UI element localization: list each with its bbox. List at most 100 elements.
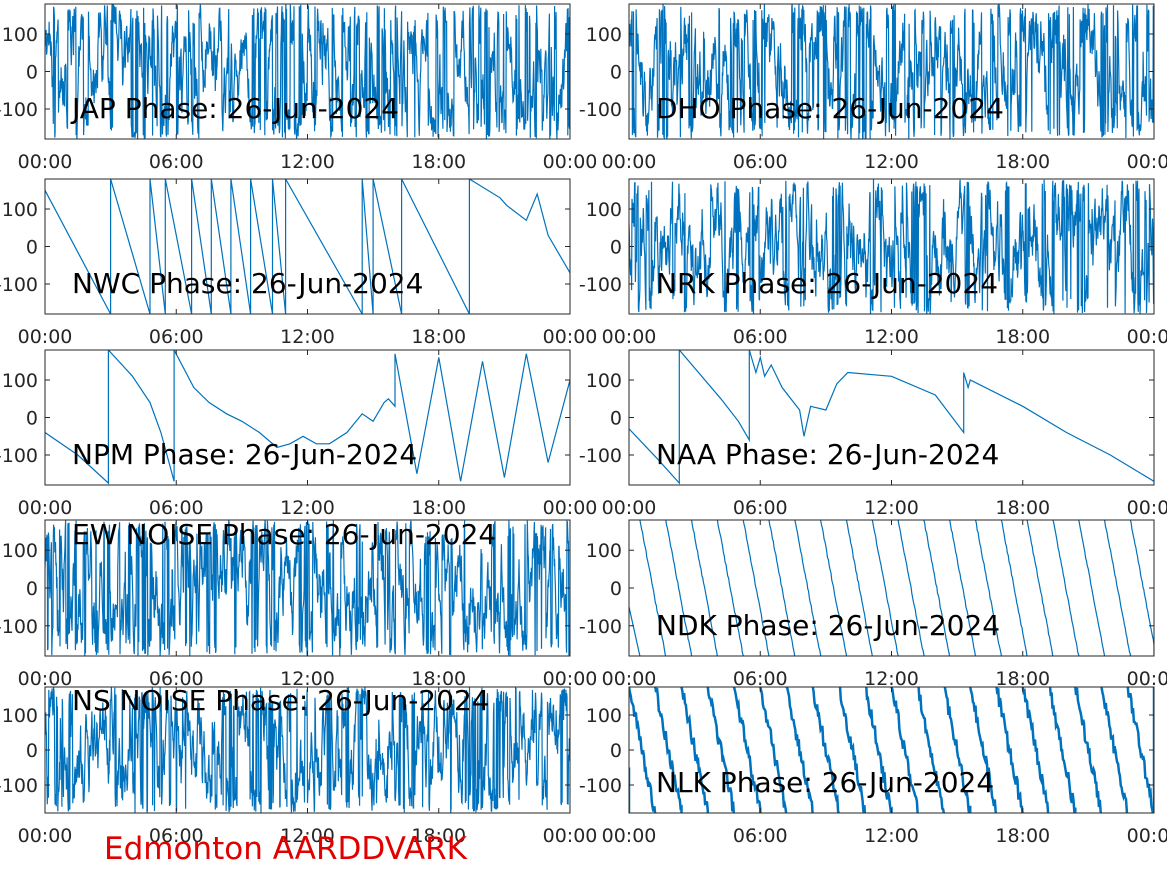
x-tick-label: 00:00	[602, 151, 657, 173]
x-tick-label: 00:00	[1127, 326, 1167, 348]
plot-panel: 100 0 -100 00:00 06:00 12:00 18:00 00:00 NRK Pha…	[579, 178, 1167, 348]
y-tick-label: 100	[586, 705, 622, 727]
phase-series-line	[45, 179, 570, 314]
plot-title: EW NOISE Phase: 26-Jun-2024	[72, 518, 496, 551]
y-tick-label: -100	[579, 775, 622, 797]
phase-series-line	[629, 179, 1154, 314]
y-tick-label: 0	[26, 62, 38, 84]
y-tick-label: -100	[0, 445, 38, 467]
plot-title: NLK Phase: 26-Jun-2024	[656, 766, 994, 799]
x-tick-label: 18:00	[995, 326, 1050, 348]
x-tick-label: 18:00	[995, 151, 1050, 173]
x-tick-label: 00:00	[543, 668, 598, 690]
x-tick-label: 06:00	[149, 825, 204, 847]
x-tick-label: 18:00	[995, 825, 1050, 847]
x-tick-label: 00:00	[18, 668, 73, 690]
phase-series-line	[629, 687, 1154, 813]
plot-panel: 100 0 -100 00:00 06:00 12:00 18:00 00:00 DHO Pha…	[579, 3, 1167, 173]
x-tick-label: 00:00	[543, 825, 598, 847]
plot-title: NAA Phase: 26-Jun-2024	[656, 438, 999, 471]
y-tick-label: 100	[2, 705, 38, 727]
plot-panel: 100 0 -100 00:00 06:00 12:00 18:00 00:00 NLK Pha…	[579, 686, 1167, 847]
y-tick-label: -100	[0, 616, 38, 638]
y-tick-label: 100	[2, 370, 38, 392]
phase-series-line	[45, 350, 570, 485]
y-tick-label: 0	[610, 740, 622, 762]
x-tick-label: 12:00	[864, 326, 919, 348]
x-tick-label: 18:00	[995, 668, 1050, 690]
y-tick-label: -100	[579, 616, 622, 638]
x-tick-label: 18:00	[411, 326, 466, 348]
x-tick-label: 00:00	[1127, 151, 1167, 173]
x-tick-label: 12:00	[280, 326, 335, 348]
y-tick-label: -100	[579, 274, 622, 296]
x-tick-label: 18:00	[411, 151, 466, 173]
x-tick-label: 06:00	[733, 668, 788, 690]
phase-series-line	[629, 4, 1154, 139]
y-tick-label: 100	[2, 540, 38, 562]
phase-series-line	[629, 350, 1154, 485]
x-tick-label: 00:00	[1127, 825, 1167, 847]
plot-title: NS NOISE Phase: 26-Jun-2024	[72, 684, 490, 717]
x-tick-label: 00:00	[602, 668, 657, 690]
x-tick-label: 06:00	[733, 497, 788, 519]
y-tick-label: 0	[26, 578, 38, 600]
x-tick-label: 12:00	[280, 668, 335, 690]
x-tick-label: 12:00	[280, 497, 335, 519]
x-tick-label: 00:00	[543, 326, 598, 348]
y-tick-label: 100	[586, 370, 622, 392]
x-tick-label: 06:00	[149, 326, 204, 348]
x-tick-label: 06:00	[149, 151, 204, 173]
x-tick-label: 00:00	[1127, 497, 1167, 519]
plot-panel: 100 0 -100 00:00 06:00 12:00 18:00 00:00 NS NOIS…	[0, 684, 597, 847]
plot-panel: 100 0 -100 00:00 06:00 12:00 18:00 00:00 NWC Pha…	[0, 178, 598, 348]
x-tick-label: 06:00	[149, 497, 204, 519]
y-tick-label: 0	[26, 237, 38, 259]
y-tick-label: 100	[586, 199, 622, 221]
plot-panel: 100 0 -100 00:00 06:00 12:00 18:00 00:00 JAP Pha…	[0, 3, 598, 173]
phase-series-line	[629, 520, 1154, 656]
x-tick-label: 00:00	[602, 825, 657, 847]
x-tick-label: 00:00	[543, 151, 598, 173]
plot-title: NRK Phase: 26-Jun-2024	[656, 267, 998, 300]
x-tick-label: 18:00	[411, 497, 466, 519]
phase-series-line	[45, 687, 570, 813]
x-tick-label: 00:00	[18, 151, 73, 173]
plot-title: DHO Phase: 26-Jun-2024	[656, 92, 1004, 125]
x-tick-label: 12:00	[864, 151, 919, 173]
y-tick-label: 100	[586, 540, 622, 562]
x-tick-label: 12:00	[864, 497, 919, 519]
plot-title: NDK Phase: 26-Jun-2024	[656, 609, 1000, 642]
x-tick-label: 18:00	[411, 668, 466, 690]
x-tick-label: 00:00	[18, 326, 73, 348]
y-tick-label: -100	[579, 445, 622, 467]
plot-panel: 100 0 -100 00:00 06:00 12:00 18:00 00:00 NDK Pha…	[579, 519, 1167, 690]
x-tick-label: 00:00	[18, 497, 73, 519]
x-tick-label: 18:00	[995, 497, 1050, 519]
x-tick-label: 06:00	[733, 326, 788, 348]
plot-panel: 100 0 -100 00:00 06:00 12:00 18:00 00:00 NPM Pha…	[0, 349, 597, 519]
y-tick-label: 0	[610, 408, 622, 430]
x-tick-label: 12:00	[280, 825, 335, 847]
plot-title: JAP Phase: 26-Jun-2024	[70, 92, 399, 125]
x-tick-label: 06:00	[149, 668, 204, 690]
y-tick-label: 100	[586, 24, 622, 46]
x-tick-label: 18:00	[411, 825, 466, 847]
x-tick-label: 00:00	[602, 497, 657, 519]
x-tick-label: 12:00	[864, 668, 919, 690]
plot-title: NPM Phase: 26-Jun-2024	[72, 438, 417, 471]
y-tick-label: 100	[2, 24, 38, 46]
y-tick-label: -100	[0, 274, 38, 296]
x-tick-label: 00:00	[1127, 668, 1167, 690]
plot-panel: 100 0 -100 00:00 06:00 12:00 18:00 00:00 EW NOIS…	[0, 518, 597, 690]
plot-title: NWC Phase: 26-Jun-2024	[72, 267, 423, 300]
x-tick-label: 06:00	[733, 825, 788, 847]
x-tick-label: 06:00	[733, 151, 788, 173]
y-tick-label: -100	[0, 775, 38, 797]
x-tick-label: 00:00	[18, 825, 73, 847]
y-tick-label: 0	[610, 237, 622, 259]
y-tick-label: 0	[26, 408, 38, 430]
y-tick-label: 100	[2, 199, 38, 221]
y-tick-label: -100	[0, 99, 38, 121]
